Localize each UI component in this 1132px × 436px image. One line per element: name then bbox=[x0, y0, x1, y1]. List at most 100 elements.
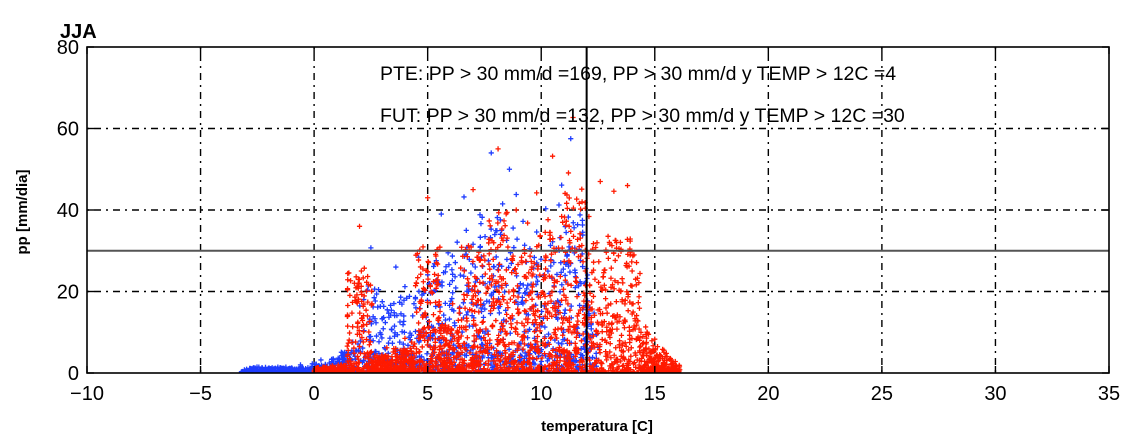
scatter-point bbox=[369, 302, 375, 308]
scatter-point bbox=[644, 350, 650, 356]
scatter-point bbox=[379, 316, 385, 322]
scatter-point bbox=[580, 259, 586, 265]
scatter-point bbox=[524, 220, 531, 226]
scatter-point bbox=[447, 281, 453, 287]
scatter-point bbox=[590, 354, 596, 360]
scatter-point bbox=[360, 275, 366, 281]
scatter-point bbox=[401, 359, 407, 365]
scatter-point bbox=[635, 300, 641, 306]
scatter-point bbox=[436, 314, 442, 321]
scatter-point bbox=[521, 323, 527, 329]
scatter-point bbox=[491, 358, 497, 364]
scatter-point bbox=[413, 280, 420, 286]
scatter-point bbox=[519, 347, 525, 353]
scatter-point bbox=[549, 274, 555, 280]
scatter-point bbox=[428, 353, 435, 359]
scatter-point bbox=[417, 299, 423, 305]
scatter-point bbox=[512, 329, 519, 335]
scatter-point bbox=[527, 290, 534, 296]
scatter-point bbox=[567, 260, 573, 266]
scatter-point bbox=[509, 340, 515, 346]
scatter-point bbox=[642, 362, 648, 368]
scatter-point bbox=[625, 362, 631, 368]
scatter-point bbox=[408, 339, 415, 345]
scatter-point bbox=[351, 280, 358, 286]
scatter-point bbox=[493, 228, 499, 234]
scatter-point bbox=[475, 298, 481, 304]
scatter-point bbox=[576, 200, 582, 206]
scatter-point bbox=[425, 276, 431, 282]
scatter-point bbox=[496, 310, 502, 316]
scatter-point bbox=[477, 212, 483, 218]
scatter-point bbox=[622, 340, 628, 346]
scatter-point bbox=[509, 256, 515, 262]
scatter-point bbox=[515, 342, 521, 348]
scatter-point bbox=[643, 324, 649, 330]
scatter-point bbox=[463, 352, 470, 359]
scatter-point bbox=[590, 259, 597, 265]
scatter-point bbox=[488, 226, 494, 232]
scatter-point bbox=[652, 355, 658, 361]
scatter-point bbox=[527, 253, 533, 259]
scatter-point bbox=[346, 330, 353, 336]
scatter-point bbox=[605, 233, 611, 239]
scatter-point bbox=[345, 270, 351, 277]
scatter-point bbox=[627, 358, 633, 365]
scatter-point bbox=[516, 310, 522, 316]
scatter-point bbox=[614, 365, 621, 371]
scatter-point bbox=[482, 306, 488, 312]
scatter-point bbox=[486, 218, 492, 224]
scatter-point bbox=[509, 365, 515, 371]
scatter-point bbox=[660, 360, 667, 366]
scatter-point bbox=[608, 330, 615, 336]
scatter-point bbox=[357, 331, 363, 337]
scatter-point bbox=[413, 252, 419, 258]
scatter-point bbox=[470, 187, 476, 193]
scatter-point bbox=[439, 359, 445, 365]
scatter-point bbox=[354, 300, 360, 306]
scatter-point bbox=[614, 356, 620, 362]
x-tick-label: −5 bbox=[189, 383, 212, 405]
scatter-point bbox=[559, 315, 565, 321]
scatter-point bbox=[578, 346, 584, 352]
scatter-point bbox=[531, 254, 537, 261]
scatter-point bbox=[534, 356, 540, 362]
scatter-point bbox=[548, 334, 554, 340]
scatter-point bbox=[501, 362, 507, 368]
scatter-point bbox=[544, 315, 550, 322]
scatter-point bbox=[627, 339, 633, 346]
scatter-point bbox=[353, 361, 359, 367]
scatter-point bbox=[573, 349, 579, 355]
scatter-point bbox=[386, 310, 392, 316]
scatter-point bbox=[542, 300, 548, 307]
scatter-point bbox=[487, 275, 493, 281]
scatter-point bbox=[494, 337, 500, 343]
scatter-point bbox=[497, 242, 504, 248]
scatter-point bbox=[387, 365, 393, 371]
scatter-point bbox=[349, 339, 355, 346]
scatter-point bbox=[547, 242, 554, 249]
x-tick-label: −10 bbox=[70, 383, 104, 405]
scatter-point bbox=[398, 355, 404, 361]
scatter-point bbox=[470, 301, 476, 307]
scatter-point bbox=[527, 347, 533, 354]
scatter-point bbox=[574, 313, 580, 319]
scatter-point bbox=[637, 337, 643, 343]
scatter-point bbox=[611, 286, 617, 292]
scatter-point bbox=[602, 267, 608, 273]
scatter-point bbox=[571, 323, 577, 329]
reference-lines bbox=[87, 47, 1109, 373]
scatter-point bbox=[362, 354, 368, 361]
scatter-point bbox=[535, 346, 541, 352]
y-tick-label: 20 bbox=[57, 282, 79, 304]
scatter-point bbox=[472, 279, 479, 285]
scatter-point bbox=[397, 347, 403, 353]
scatter-point bbox=[480, 353, 486, 359]
scatter-point bbox=[595, 279, 602, 286]
scatter-point bbox=[377, 330, 383, 336]
scatter-point bbox=[520, 282, 526, 288]
scatter-point bbox=[538, 256, 544, 262]
scatter-point bbox=[507, 296, 513, 302]
scatter-point bbox=[457, 272, 463, 278]
scatter-point bbox=[657, 355, 663, 362]
